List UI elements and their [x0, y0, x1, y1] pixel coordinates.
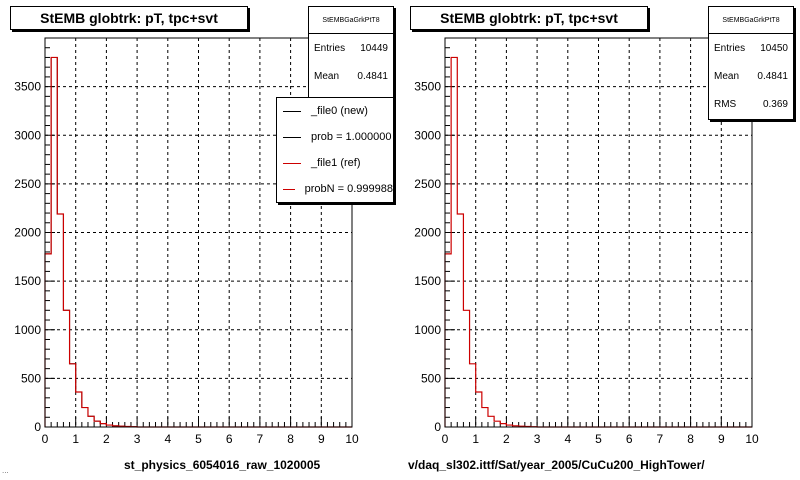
x-caption-right: v/daq_sl302.ittf/Sat/year_2005/CuCu200_H… [408, 458, 705, 472]
x-tick-label: 3 [134, 432, 141, 446]
stats-box-right: StEMBGaGrkPtT8 Entries 10450 Mean 0.4841… [708, 6, 794, 120]
x-tick-label: 1 [472, 432, 479, 446]
x-tick-label: 10 [345, 432, 359, 446]
x-tick-label: 10 [745, 432, 759, 446]
stats-value: 0.369 [762, 98, 788, 110]
plot-frame-right [444, 37, 753, 428]
legend-text: prob = 1.000000 [311, 131, 392, 143]
histogram-series-ref [444, 56, 752, 428]
x-tick-label: 6 [226, 432, 233, 446]
stats-header-left: StEMBGaGrkPtT8 [309, 7, 393, 34]
stats-label: Entries [314, 42, 346, 54]
title-text-right: StEMB globtrk: pT, tpc+svt [440, 10, 618, 26]
legend-line-file1 [283, 162, 301, 164]
x-tick-label: 4 [564, 432, 571, 446]
stats-label: RMS [714, 98, 737, 110]
y-tick-label: 2000 [414, 226, 441, 240]
x-tick-label: 8 [687, 432, 694, 446]
legend-text: _file1 (ref) [311, 157, 361, 169]
y-tick-label: 2500 [14, 177, 41, 191]
stats-value: 10449 [360, 42, 388, 54]
legend-line-file0 [283, 110, 301, 112]
stats-row-mean-right: Mean 0.4841 [709, 62, 793, 90]
y-tick-label: 2000 [14, 226, 41, 240]
footnote: ... [2, 466, 9, 475]
x-tick-label: 8 [287, 432, 294, 446]
y-tick-label: 2500 [414, 177, 441, 191]
x-tick-label: 7 [257, 432, 264, 446]
stats-value: 0.4841 [357, 70, 388, 82]
x-caption-left: st_physics_6054016_raw_1020005 [124, 458, 321, 472]
y-tick-label: 3000 [14, 128, 41, 142]
y-tick-label: 3000 [414, 128, 441, 142]
stats-row-entries-right: Entries 10450 [709, 34, 793, 62]
stats-label: Mean [314, 70, 340, 82]
stats-label: Mean [714, 70, 740, 82]
x-tick-label: 0 [42, 432, 49, 446]
histogram-title-left: StEMB globtrk: pT, tpc+svt [10, 6, 248, 30]
y-tick-label: 3500 [14, 80, 41, 94]
histogram-title-right: StEMB globtrk: pT, tpc+svt [410, 6, 648, 30]
plot-frame-left [44, 37, 353, 428]
y-tick-label: 1500 [414, 274, 441, 288]
x-tick-label: 5 [595, 432, 602, 446]
x-tick-label: 2 [503, 432, 510, 446]
x-tick-label: 2 [103, 432, 110, 446]
x-tick-label: 1 [72, 432, 79, 446]
y-tick-label: 500 [421, 371, 441, 385]
legend-entry-prob: prob = 1.000000 [277, 124, 393, 150]
legend-entry-probn: probN = 0.999988 [277, 176, 393, 202]
y-tick-label: 500 [21, 371, 41, 385]
y-tick-label: 0 [34, 420, 41, 434]
y-tick-label: 1000 [414, 323, 441, 337]
title-text-left: StEMB globtrk: pT, tpc+svt [40, 10, 218, 26]
y-tick-label: 0 [434, 420, 441, 434]
legend-entry-file1: _file1 (ref) [277, 150, 393, 176]
histogram-series-file1-ref [44, 56, 352, 428]
y-tick-label: 1000 [14, 323, 41, 337]
x-tick-label: 7 [657, 432, 664, 446]
legend-box: _file0 (new) prob = 1.000000 _file1 (ref… [276, 97, 394, 203]
stats-label: Entries [714, 42, 746, 54]
legend-line-prob [283, 136, 301, 138]
legend-text: probN = 0.999988 [304, 183, 393, 195]
stats-row-rms-right: RMS 0.369 [709, 90, 793, 118]
x-tick-label: 3 [534, 432, 541, 446]
x-tick-label: 5 [195, 432, 202, 446]
stats-row-mean-left: Mean 0.4841 [309, 62, 393, 90]
stats-header-right: StEMBGaGrkPtT8 [709, 7, 793, 34]
stats-value: 10450 [760, 42, 788, 54]
y-tick-label: 3500 [414, 80, 441, 94]
stats-row-entries-left: Entries 10449 [309, 34, 393, 62]
x-tick-label: 9 [718, 432, 725, 446]
y-tick-label: 1500 [14, 274, 41, 288]
x-tick-label: 9 [318, 432, 325, 446]
stats-value: 0.4841 [757, 70, 788, 82]
legend-line-probn [283, 188, 295, 190]
x-tick-label: 6 [626, 432, 633, 446]
stats-box-left: StEMBGaGrkPtT8 Entries 10449 Mean 0.4841 [308, 6, 394, 100]
legend-entry-file0: _file0 (new) [277, 98, 393, 124]
x-tick-label: 4 [164, 432, 171, 446]
legend-text: _file0 (new) [311, 105, 368, 117]
x-tick-label: 0 [442, 432, 449, 446]
